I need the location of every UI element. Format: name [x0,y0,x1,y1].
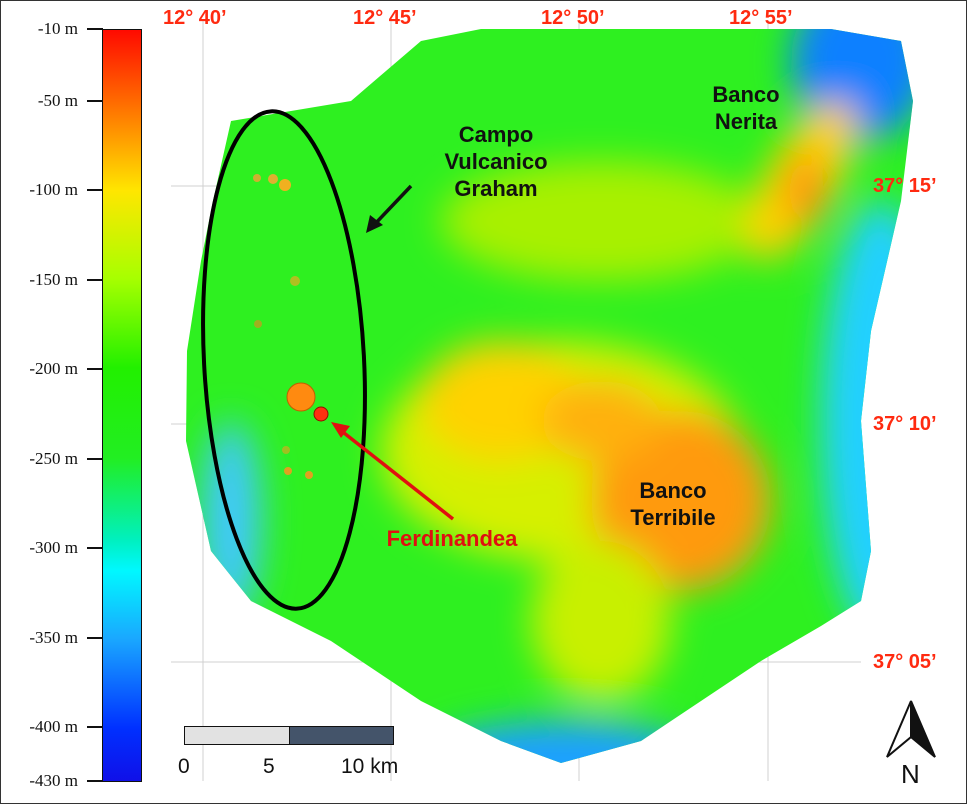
colorbar-tick [87,458,103,460]
longitude-label: 12° 50’ [541,7,605,29]
colorbar-tick [87,726,103,728]
label-line: Graham [454,176,538,201]
campo-vulcanico-outline [201,109,367,611]
north-arrow-icon [886,700,936,758]
label-line: Campo [458,122,534,147]
colorbar-tick [87,279,103,281]
label-line: Terribile [630,505,716,530]
banco-nerita-label: Banco Nerita [691,81,801,135]
scale-label: 10 km [341,755,399,778]
colorbar-tick [87,368,103,370]
ferdinandea-label: Ferdinandea [386,526,518,551]
colorbar-tick [87,547,103,549]
campo-arrowhead [366,215,383,233]
colorbar-label: -200 m [29,359,78,378]
colorbar-label: -50 m [37,91,78,110]
campo-arrow [371,184,413,228]
colorbar-label: -100 m [29,180,78,199]
label-line: Vulcanico [444,149,548,174]
scale-bar [184,726,394,745]
ferdinandea-arrowhead [331,422,350,438]
colorbar-label: -350 m [29,628,78,647]
label-line: Banco [712,82,780,107]
latitude-label: 37° 15’ [873,175,937,197]
colorbar-tick [87,189,103,191]
latitude-label: 37° 05’ [873,651,937,673]
longitude-label: 12° 40’ [163,7,227,29]
colorbar-label: -300 m [29,538,78,557]
colorbar-tick [87,780,103,782]
colorbar-label: -400 m [29,717,78,736]
colorbar-label: -250 m [29,449,78,468]
label-line: Banco [639,478,707,503]
colorbar-tick [87,100,103,102]
colorbar-label: -150 m [29,270,78,289]
colorbar-tick [87,28,103,30]
scale-label: 5 [263,755,275,778]
longitude-label: 12° 45’ [353,7,417,29]
colorbar-label: -430 m [29,771,78,790]
ferdinandea-arrow [337,427,455,521]
longitude-label: 12° 55’ [729,7,793,29]
north-label: N [901,759,920,789]
latitude-label: 37° 10’ [873,413,937,435]
banco-terribile-label: Banco Terribile [613,477,733,531]
volcanic-cones [253,174,329,479]
label-line: Nerita [714,109,778,134]
colorbar-label: -10 m [37,19,78,38]
colorbar-tick [87,637,103,639]
scale-label: 0 [178,755,190,778]
campo-vulcanico-label: Campo Vulcanico Graham [426,121,566,202]
depth-colorbar [102,29,142,782]
